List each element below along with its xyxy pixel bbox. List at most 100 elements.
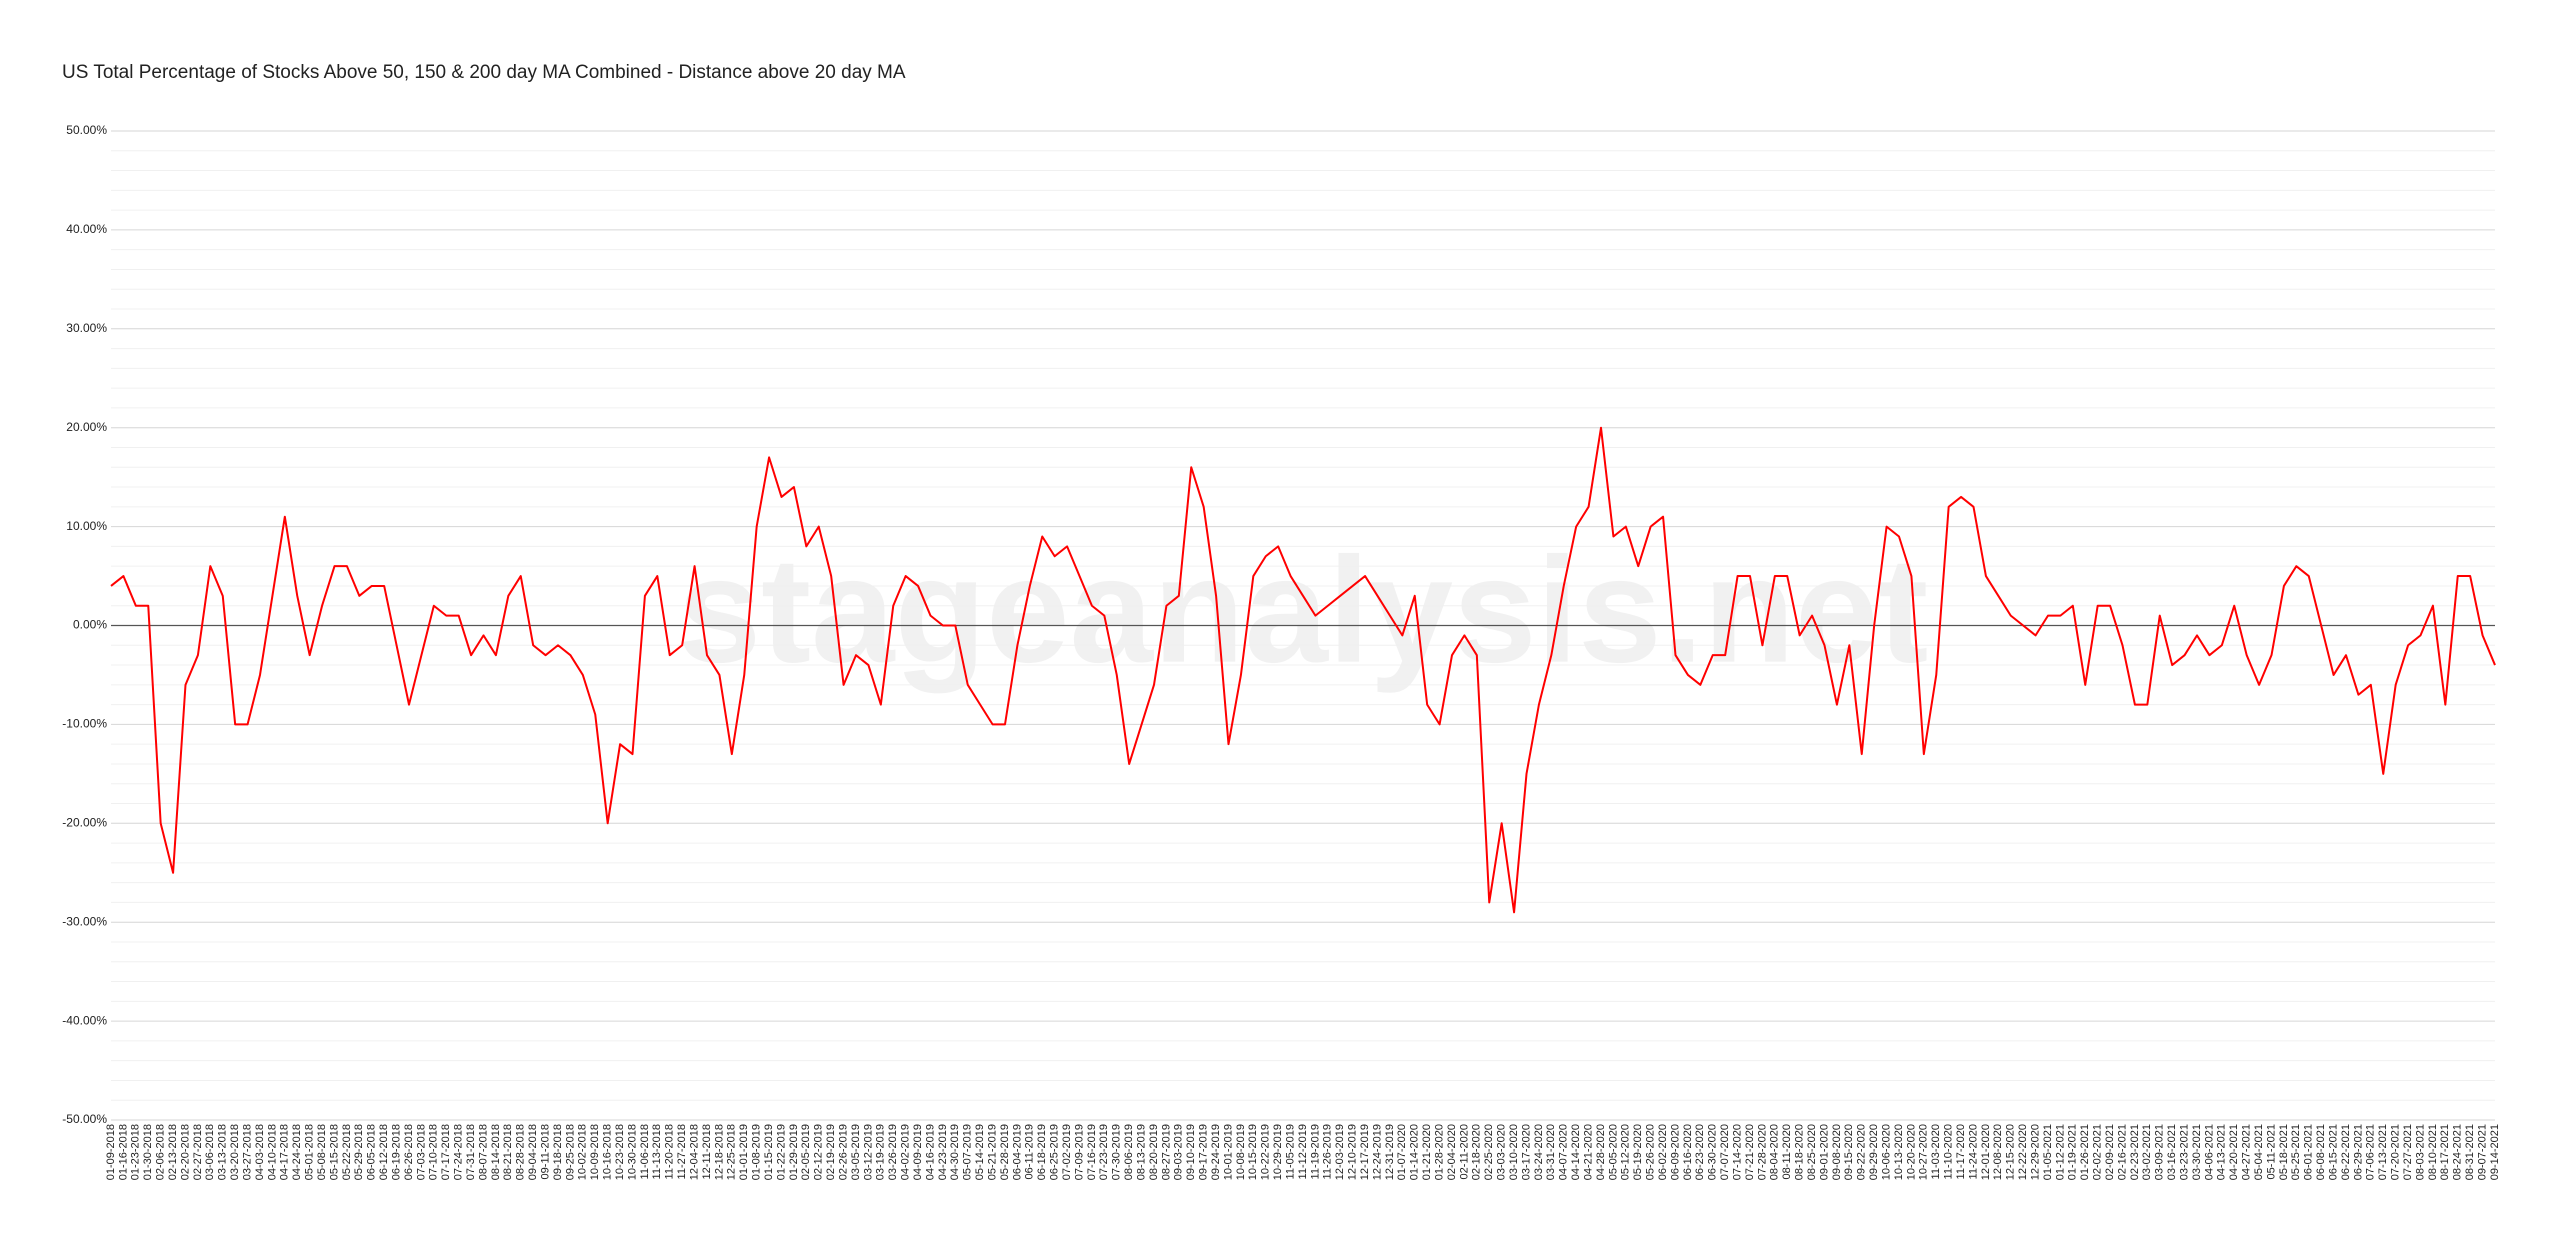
x-tick-label: 07-24-2018 xyxy=(453,1124,465,1180)
x-tick-label: 11-27-2018 xyxy=(676,1124,688,1179)
x-tick-label: 11-05-2019 xyxy=(1284,1124,1296,1179)
x-tick-label: 09-24-2019 xyxy=(1210,1124,1222,1180)
x-tick-label: 12-18-2018 xyxy=(713,1124,725,1180)
x-tick-label: 12-22-2020 xyxy=(2017,1124,2029,1180)
x-tick-label: 06-23-2020 xyxy=(1694,1124,1706,1180)
x-tick-label: 08-18-2020 xyxy=(1794,1124,1806,1180)
x-tick-label: 02-23-2021 xyxy=(2129,1124,2141,1180)
x-tick-label: 01-30-2018 xyxy=(142,1124,154,1180)
x-tick-label: 04-13-2021 xyxy=(2216,1124,2228,1180)
x-tick-label: 09-18-2018 xyxy=(552,1124,564,1180)
x-tick-label: 12-10-2019 xyxy=(1347,1124,1359,1180)
x-tick-label: 08-06-2019 xyxy=(1123,1124,1135,1180)
x-tick-label: 08-25-2020 xyxy=(1806,1124,1818,1180)
x-tick-label: 02-11-2020 xyxy=(1458,1124,1470,1179)
x-tick-label: 08-31-2021 xyxy=(2464,1124,2476,1180)
data-line xyxy=(110,426,2496,914)
x-tick-label: 02-16-2021 xyxy=(2116,1124,2128,1180)
x-tick-label: 03-30-2021 xyxy=(2191,1124,2203,1180)
x-tick-label: 05-07-2019 xyxy=(962,1124,974,1180)
x-tick-label: 11-13-2018 xyxy=(651,1124,663,1179)
x-tick-label: 08-24-2021 xyxy=(2452,1124,2464,1180)
x-tick-label: 01-29-2019 xyxy=(788,1124,800,1180)
x-tick-label: 02-19-2019 xyxy=(825,1124,837,1180)
x-tick-label: 08-13-2019 xyxy=(1135,1124,1147,1180)
x-tick-label: 11-12-2019 xyxy=(1297,1124,1309,1179)
x-tick-label: 01-08-2019 xyxy=(751,1124,763,1180)
x-tick-label: 04-02-2019 xyxy=(900,1124,912,1180)
x-tick-label: 04-03-2018 xyxy=(254,1124,266,1180)
x-tick-label: 03-12-2019 xyxy=(862,1124,874,1180)
x-tick-label: 02-26-2019 xyxy=(837,1124,849,1180)
x-tick-label: 10-20-2020 xyxy=(1905,1124,1917,1180)
x-tick-label: 11-24-2020 xyxy=(1967,1124,1979,1179)
x-tick-label: 10-15-2019 xyxy=(1247,1124,1259,1180)
x-tick-label: 12-01-2020 xyxy=(1980,1124,1992,1180)
x-tick-label: 01-21-2020 xyxy=(1421,1124,1433,1180)
x-tick-label: 07-31-2018 xyxy=(465,1124,477,1180)
x-tick-label: 01-19-2021 xyxy=(2067,1124,2079,1180)
x-tick-label: 09-03-2019 xyxy=(1173,1124,1185,1180)
x-tick-label: 09-14-2021 xyxy=(2489,1124,2501,1180)
x-tick-label: 12-11-2018 xyxy=(701,1124,713,1179)
x-tick-label: 12-03-2019 xyxy=(1334,1124,1346,1180)
x-tick-label: 09-25-2018 xyxy=(564,1124,576,1180)
x-tick-label: 12-29-2020 xyxy=(2029,1124,2041,1180)
x-tick-label: 01-05-2021 xyxy=(2042,1124,2054,1180)
x-tick-label: 12-25-2018 xyxy=(726,1124,738,1180)
x-tick-label: 04-20-2021 xyxy=(2228,1124,2240,1180)
x-tick-label: 11-10-2020 xyxy=(1943,1124,1955,1179)
x-tick-label: 09-17-2019 xyxy=(1198,1124,1210,1180)
x-tick-label: 07-07-2020 xyxy=(1719,1124,1731,1180)
x-tick-label: 04-09-2019 xyxy=(912,1124,924,1180)
x-tick-label: 08-14-2018 xyxy=(490,1124,502,1180)
x-tick-label: 02-12-2019 xyxy=(813,1124,825,1180)
x-tick-label: 07-09-2019 xyxy=(1073,1124,1085,1180)
x-tick-label: 05-19-2020 xyxy=(1632,1124,1644,1180)
x-tick-label: 10-13-2020 xyxy=(1893,1124,1905,1180)
x-tick-label: 01-16-2018 xyxy=(117,1124,129,1180)
y-tick-label: -10.00% xyxy=(62,717,107,731)
x-tick-label: 10-30-2018 xyxy=(626,1124,638,1180)
x-tick-label: 12-04-2018 xyxy=(688,1124,700,1180)
x-tick-label: 10-02-2018 xyxy=(577,1124,589,1180)
x-tick-label: 09-04-2018 xyxy=(527,1124,539,1180)
x-tick-label: 01-01-2019 xyxy=(738,1124,750,1180)
x-tick-label: 06-11-2019 xyxy=(1024,1124,1036,1179)
x-tick-label: 10-16-2018 xyxy=(602,1124,614,1180)
x-tick-label: 04-28-2020 xyxy=(1595,1124,1607,1180)
x-tick-label: 06-01-2021 xyxy=(2303,1124,2315,1180)
x-tick-label: 06-08-2021 xyxy=(2315,1124,2327,1180)
x-tick-label: 07-23-2019 xyxy=(1098,1124,1110,1180)
x-tick-label: 06-15-2021 xyxy=(2327,1124,2339,1180)
x-tick-label: 06-04-2019 xyxy=(1011,1124,1023,1180)
x-tick-label: 04-27-2021 xyxy=(2241,1124,2253,1180)
x-tick-label: 07-10-2018 xyxy=(428,1124,440,1180)
x-tick-label: 07-21-2020 xyxy=(1744,1124,1756,1180)
x-tick-label: 08-28-2018 xyxy=(515,1124,527,1180)
x-tick-label: 08-04-2020 xyxy=(1769,1124,1781,1180)
x-tick-label: 07-17-2018 xyxy=(440,1124,452,1180)
x-tick-label: 09-01-2020 xyxy=(1818,1124,1830,1180)
x-tick-label: 03-17-2020 xyxy=(1520,1124,1532,1180)
x-tick-label: 05-08-2018 xyxy=(316,1124,328,1180)
x-tick-label: 02-25-2020 xyxy=(1483,1124,1495,1180)
x-tick-label: 04-23-2019 xyxy=(937,1124,949,1180)
x-tick-label: 11-03-2020 xyxy=(1930,1124,1942,1179)
x-tick-label: 09-07-2021 xyxy=(2476,1124,2488,1180)
y-tick-label: -50.00% xyxy=(62,1112,107,1126)
x-tick-label: 11-17-2020 xyxy=(1955,1124,1967,1179)
x-tick-label: 11-19-2019 xyxy=(1309,1124,1321,1179)
x-tick-label: 12-08-2020 xyxy=(1992,1124,2004,1180)
x-tick-label: 09-11-2018 xyxy=(539,1124,551,1179)
x-tick-label: 03-13-2018 xyxy=(217,1124,229,1180)
x-tick-label: 11-26-2019 xyxy=(1322,1124,1334,1179)
x-tick-label: 08-20-2019 xyxy=(1148,1124,1160,1180)
x-tick-label: 09-08-2020 xyxy=(1831,1124,1843,1180)
x-tick-label: 05-21-2019 xyxy=(986,1124,998,1180)
x-tick-label: 10-09-2018 xyxy=(589,1124,601,1180)
x-tick-label: 04-10-2018 xyxy=(266,1124,278,1180)
x-tick-label: 03-26-2019 xyxy=(887,1124,899,1180)
x-tick-label: 10-29-2019 xyxy=(1272,1124,1284,1180)
x-tick-label: 05-28-2019 xyxy=(999,1124,1011,1180)
